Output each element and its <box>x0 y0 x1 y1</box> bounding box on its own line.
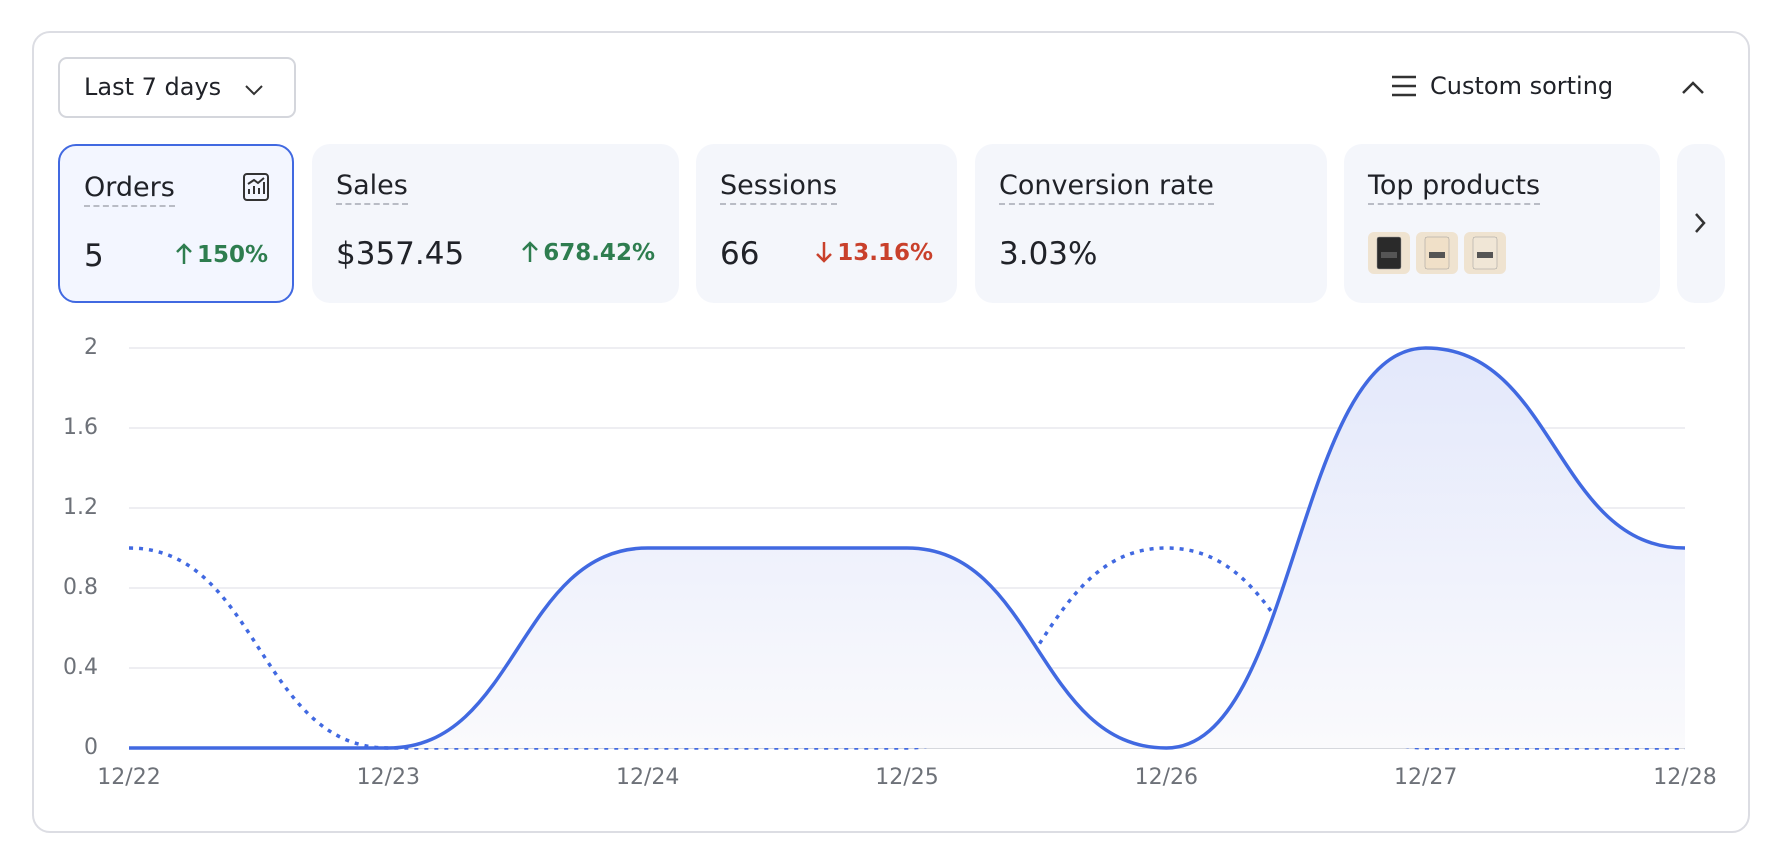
arrow-icon <box>521 240 543 266</box>
line <box>128 346 1686 750</box>
metric-label: Orders <box>84 172 175 207</box>
x-tick-label: 12/23 <box>357 765 420 790</box>
product-thumbnail <box>1416 232 1458 274</box>
change-text: 13.16% <box>837 240 933 266</box>
product-thumbnail <box>1464 232 1506 274</box>
y-tick-label: 1.2 <box>63 495 98 520</box>
sort-button[interactable]: Custom sorting <box>1390 72 1613 100</box>
panel <box>32 31 1750 833</box>
arrow-icon <box>815 240 837 266</box>
sort-label: Custom sorting <box>1430 72 1614 100</box>
x-tick-label: 12/25 <box>875 765 938 790</box>
chart-icon <box>242 172 270 206</box>
metric-label: Top products <box>1368 170 1541 205</box>
change-text: 150% <box>196 242 268 268</box>
range-label: Last 7 days <box>84 73 222 101</box>
range-dropdown[interactable]: Last 7 days <box>58 57 296 118</box>
arrow-icon <box>175 242 197 268</box>
x-tick-label: 12/22 <box>97 765 160 790</box>
metric-change: 13.16% <box>815 240 933 266</box>
x-tick-label: 12/27 <box>1394 765 1457 790</box>
metric-value: 3.03% <box>999 236 1098 272</box>
metric-value: 66 <box>720 236 760 272</box>
metric-card[interactable]: Conversion rate 3.03% <box>975 144 1327 303</box>
product-thumbnail <box>1368 232 1410 274</box>
collapse-button[interactable] <box>1680 78 1706 96</box>
y-tick-label: 0 <box>84 735 98 760</box>
y-tick-label: 0.4 <box>63 655 98 680</box>
metric-label: Conversion rate <box>999 170 1214 205</box>
metric-card[interactable]: Sessions 66 13.16% <box>696 144 957 303</box>
metric-change: 150% <box>175 242 268 268</box>
x-tick-label: 12/28 <box>1653 765 1716 790</box>
menu-icon <box>1392 75 1416 97</box>
y-tick-label: 1.6 <box>63 415 98 440</box>
chevron <box>245 85 263 96</box>
metric-value: $357.45 <box>336 236 465 272</box>
next-button[interactable] <box>1677 144 1725 303</box>
y-tick-label: 2 <box>84 335 98 360</box>
y-tick-label: 0.8 <box>63 575 98 600</box>
metric-card[interactable]: Top products <box>1344 144 1660 303</box>
metric-card[interactable]: Orders 5 150% <box>58 144 294 303</box>
x-tick-label: 12/24 <box>616 765 679 790</box>
change-text: 678.42% <box>543 240 655 266</box>
metric-label: Sales <box>336 170 408 205</box>
x-tick-label: 12/26 <box>1135 765 1198 790</box>
metric-change: 678.42% <box>521 240 655 266</box>
metric-card[interactable]: Sales $357.45 678.42% <box>312 144 679 303</box>
metric-label: Sessions <box>720 170 838 205</box>
metric-value: 5 <box>84 238 104 274</box>
